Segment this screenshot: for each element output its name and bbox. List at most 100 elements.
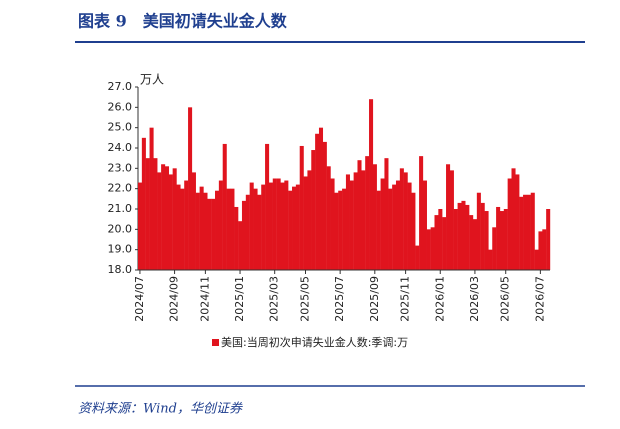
bar [511,168,516,270]
y-tick-label: 18.0 [108,263,133,276]
bar [442,217,447,270]
bar [257,194,262,270]
bar [157,172,162,270]
bar [422,180,427,270]
bar [164,166,170,270]
bar [318,127,324,271]
bar [315,133,320,270]
bar [272,178,277,270]
bar [249,182,254,270]
bar [480,202,485,270]
bar [322,141,327,270]
x-tick-label: 2025/11 [399,276,412,322]
bar [538,231,543,270]
bar [234,206,239,270]
bar [415,245,420,270]
bar [361,170,366,270]
bar [503,209,508,270]
bar [261,184,266,270]
bar [523,194,528,270]
bar [168,174,173,270]
bar [376,190,381,270]
bar [149,127,154,271]
bar [507,178,512,270]
bar [334,192,339,270]
bar [469,215,474,270]
bar [388,188,393,270]
x-tick-label: 2025/07 [333,276,346,322]
bar [419,156,424,270]
bar [311,150,316,270]
bar [499,211,504,270]
bar [176,184,181,270]
bar [519,196,524,270]
legend-label: 美国:当周初次申请失业金人数:季调:万 [221,335,408,349]
bar [399,168,404,270]
bar [484,211,489,270]
x-tick-label: 2026/05 [499,276,512,322]
bar [345,174,350,270]
bar [226,188,231,270]
bar [215,190,220,270]
bar [141,137,146,270]
bar [288,190,293,270]
bar [403,172,408,270]
bar [303,176,308,270]
bar [207,198,212,270]
x-tick-label: 2025/03 [268,276,281,322]
bar [430,227,435,270]
x-tick-label: 2026/03 [468,276,481,322]
bar [542,229,547,270]
bar [245,194,250,270]
bar [365,156,370,270]
bar [191,172,196,270]
bar [138,182,143,270]
bar [457,202,462,270]
x-tick-label: 2025/05 [298,276,311,322]
bar [172,168,177,270]
bar [534,249,539,270]
bar [515,174,520,270]
y-tick-label: 25.0 [108,121,133,134]
bar [145,158,150,270]
bar [546,209,551,270]
legend-swatch [212,339,219,346]
bar [188,107,193,270]
bar [268,182,273,270]
bar [449,170,454,270]
bar [265,143,270,270]
bar [284,180,289,270]
y-tick-label: 23.0 [108,161,133,174]
bar [211,198,216,270]
x-tick-label: 2024/07 [133,276,146,322]
chart-title: 图表 9 美国初请失业金人数 [78,12,288,31]
bar [384,158,389,270]
bar [488,249,493,270]
bar [203,192,208,270]
bar [357,160,362,270]
bar [253,188,258,270]
x-tick-label: 2024/11 [198,276,211,322]
bar [184,180,189,270]
bar [349,180,354,270]
bar [411,192,416,270]
bar [472,219,478,270]
bar [526,194,531,270]
y-tick-label: 27.0 [108,80,133,93]
y-tick-label: 24.0 [108,141,133,154]
bar [195,192,200,270]
y-tick-label: 20.0 [108,222,133,235]
bar [426,229,431,270]
x-tick-label: 2025/01 [233,276,246,322]
bar [222,143,227,270]
bar [438,209,443,270]
bar [330,178,335,270]
bar [295,184,300,270]
y-axis-unit: 万人 [140,73,164,87]
y-tick-label: 21.0 [108,202,133,215]
bar [446,164,451,270]
bar [280,182,285,270]
bar [434,215,439,270]
bar [372,164,377,270]
